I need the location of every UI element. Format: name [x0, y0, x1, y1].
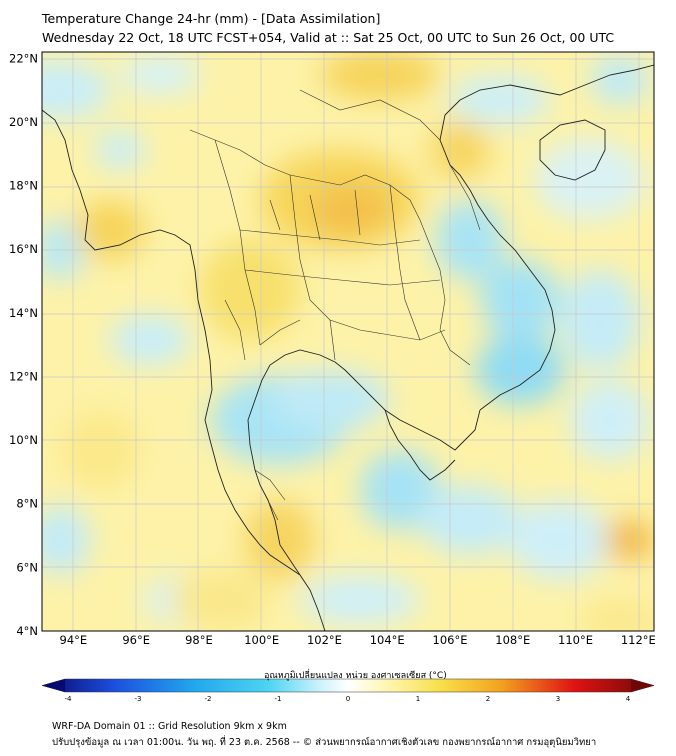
lat-label: 6°N	[16, 560, 38, 574]
colorbar-tick-label: 1	[416, 695, 420, 703]
lat-label: 22°N	[9, 51, 38, 65]
lon-label: 96°E	[122, 633, 150, 647]
colorbar	[41, 678, 655, 693]
lon-label: 108°E	[495, 633, 530, 647]
colorbar-tick-label: 2	[486, 695, 490, 703]
admin-boundaries	[189, 89, 481, 521]
colorbar-title: อุณหภูมิเปลี่ยนแปลง หน่วย องศาเซลเซียส (…	[264, 671, 447, 681]
footer-update-info: ปรับปรุงข้อมูล ณ เวลา 01:00น. วัน พฤ. ที…	[52, 737, 597, 748]
coastlines	[42, 64, 654, 631]
colorbar-tick-label: 4	[626, 695, 631, 703]
colorbar-ticks: -4 -3 -2 -1 0 1 2 3 4	[65, 695, 631, 703]
lon-label: 100°E	[244, 633, 279, 647]
colorbar-tick-label: -2	[205, 695, 212, 703]
footer-domain-info: WRF-DA Domain 01 :: Grid Resolution 9km …	[52, 721, 287, 732]
colorbar-tick-label: -4	[65, 695, 73, 703]
longitude-labels: 94°E 96°E 98°E 100°E 102°E 104°E 106°E 108°E 110…	[60, 633, 656, 647]
map-frame	[41, 51, 655, 632]
grid-lines	[42, 52, 654, 631]
lat-label: 20°N	[9, 115, 38, 129]
colorbar-tick-label: 3	[556, 695, 560, 703]
lat-label: 12°N	[9, 369, 38, 383]
lon-label: 94°E	[60, 633, 88, 647]
lon-label: 104°E	[370, 633, 405, 647]
lat-label: 4°N	[16, 624, 38, 638]
colorbar-tick-label: 0	[346, 695, 350, 703]
colorbar-tick-label: -1	[275, 695, 282, 703]
map-title: Temperature Change 24-hr (mm) - [Data As…	[42, 11, 381, 26]
lon-label: 112°E	[621, 633, 656, 647]
lat-label: 14°N	[9, 306, 38, 320]
lat-label: 18°N	[9, 179, 38, 193]
lat-label: 10°N	[9, 433, 38, 447]
latitude-labels: 22°N 20°N 18°N 16°N 14°N 12°N 10°N 8°N 6°N 4°N	[9, 51, 38, 638]
lon-label: 110°E	[558, 633, 593, 647]
colorbar-tick-label: -3	[135, 695, 142, 703]
lon-label: 102°E	[307, 633, 342, 647]
temperature-field	[42, 52, 654, 631]
lat-label: 8°N	[16, 497, 38, 511]
lon-label: 106°E	[433, 633, 468, 647]
lat-label: 16°N	[9, 242, 38, 256]
lon-label: 98°E	[185, 633, 213, 647]
map-subtitle: Wednesday 22 Oct, 18 UTC FCST+054, Valid…	[42, 30, 615, 45]
